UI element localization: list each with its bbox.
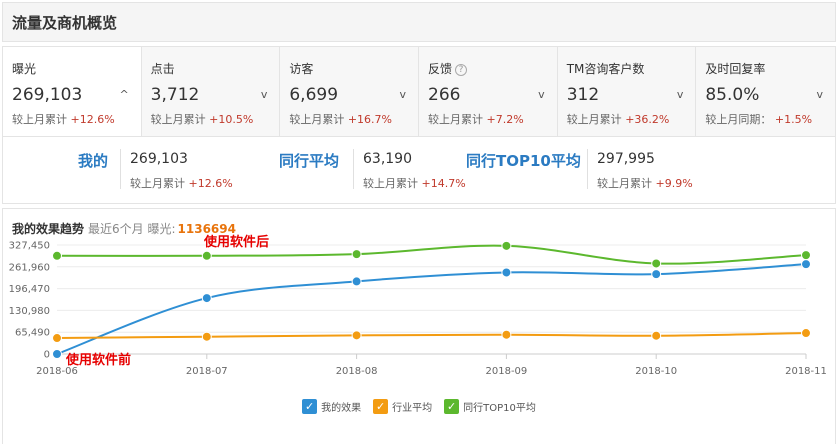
x-tick-label: 2018-09 [486,366,528,377]
compare-label-avg: 同行平均 [279,152,340,170]
metric-value: 85.0% [705,85,760,105]
chevron-down-icon[interactable]: v [399,88,407,101]
checkbox-checked-icon[interactable]: ✓ [373,399,389,414]
metric-change: 较上月同期： +1.5% [705,113,813,126]
series-line-top10-avg [56,244,807,265]
chevron-down-icon[interactable]: v [816,88,824,101]
y-tick-label: 261,960 [9,262,50,273]
divider [587,149,588,189]
x-tick-label: 2018-11 [785,366,827,377]
compare-change-mine: 较上月累计 +12.6% [130,177,233,190]
data-point [651,258,662,269]
legend-item-industry-avg[interactable]: ✓ 行业平均 [373,399,432,414]
x-tick-label: 2018-10 [635,366,677,377]
data-point [801,328,811,339]
metric-change: 较上月累计 +12.6% [12,113,115,126]
y-tick-label: 327,450 [9,241,50,252]
data-point [651,269,662,280]
annotation-before: 使用软件前 [65,352,131,368]
series-line-mine [56,263,807,355]
data-point [201,250,212,261]
metric-name: TM咨询客户数 [566,62,645,76]
legend-label: 行业平均 [392,403,433,414]
chart-legend: ✓ 我的效果 ✓ 行业平均 ✓ 同行TOP10平均 [0,399,838,414]
metrics-row: 曝光 269,103 ^ 较上月累计 +12.6% 点击 3,712 v 较上月… [2,46,836,137]
metric-change: 较上月累计 +10.5% [150,113,254,126]
x-tick-label: 2018-06 [36,366,78,377]
divider [120,149,121,189]
compare-change-top10: 较上月累计 +9.9% [597,177,693,190]
metric-tab-reply-rate[interactable]: 及时回复率 85.0% v 较上月同期： +1.5% [696,47,836,137]
data-point [501,240,512,251]
y-tick-label: 130,980 [9,306,50,317]
metric-value: 312 [566,85,600,105]
annotation-after: 使用软件后 [203,234,269,250]
data-point [52,349,62,359]
data-point [52,333,62,344]
data-point [801,259,811,270]
data-point [201,293,212,304]
y-tick-label: 196,470 [9,284,50,295]
comparison-panel: 我的 269,103 较上月累计 +12.6% 同行平均 63,190 较上月累… [2,136,836,204]
compare-value-mine: 269,103 [130,151,188,167]
data-point [651,330,662,341]
data-point [351,249,362,260]
metric-value: 269,103 [12,85,83,105]
chevron-down-icon[interactable]: v [676,88,684,101]
metric-name: 及时回复率 [705,62,766,76]
metric-tab-clicks[interactable]: 点击 3,712 v 较上月累计 +10.5% [141,47,281,137]
metric-name: 点击 [150,62,175,76]
data-point [501,267,512,278]
trend-chart-panel: 我的效果趋势 最近6个月 曝光: 1136694 [2,208,836,444]
metric-value: 3,712 [150,85,200,105]
series-line-industry-avg [56,332,807,340]
metric-name: 访客 [289,62,314,76]
checkbox-checked-icon[interactable]: ✓ [444,399,460,414]
compare-value-avg: 63,190 [363,151,412,167]
data-point [801,250,811,261]
x-tick-label: 2018-08 [336,366,378,377]
metric-value: 6,699 [289,85,339,105]
metric-tab-tm-inquiries[interactable]: TM咨询客户数 312 v 较上月累计 +36.2% [557,47,697,137]
metric-change: 较上月累计 +36.2% [566,113,670,126]
legend-item-top10-avg[interactable]: ✓ 同行TOP10平均 [444,399,536,414]
metric-tab-visitors[interactable]: 访客 6,699 v 较上月累计 +16.7% [280,47,420,137]
compare-value-top10: 297,995 [597,151,655,167]
data-point [52,250,62,261]
data-point [501,329,512,340]
metric-tab-exposure[interactable]: 曝光 269,103 ^ 较上月累计 +12.6% [3,47,142,137]
metric-change: 较上月累计 +16.7% [289,113,393,126]
y-tick-label: 65,490 [15,328,50,339]
chevron-down-icon[interactable]: v [538,88,545,101]
chart-title: 我的效果趋势 最近6个月 曝光: 1136694 [12,222,236,236]
data-point [351,276,362,287]
x-tick-label: 2018-07 [186,366,228,377]
legend-item-mine[interactable]: ✓ 我的效果 [302,399,361,414]
data-point [351,330,362,341]
divider [353,149,354,189]
compare-label-mine: 我的 [78,152,109,170]
compare-change-avg: 较上月累计 +14.7% [363,177,466,190]
metric-name: 反馈? [428,60,468,77]
chevron-down-icon[interactable]: v [260,88,268,101]
chevron-up-icon[interactable]: ^ [119,88,129,101]
metric-change: 较上月累计 +7.2% [428,113,524,126]
legend-label: 同行TOP10平均 [463,403,536,414]
metric-value: 266 [428,85,461,105]
compare-label-top10: 同行TOP10平均 [466,152,581,170]
metric-name: 曝光 [12,62,37,76]
legend-label: 我的效果 [321,403,362,414]
y-tick-label: 0 [44,350,50,361]
section-header: 流量及商机概览 [2,2,836,42]
help-icon[interactable]: ? [455,64,468,76]
checkbox-checked-icon[interactable]: ✓ [302,399,318,414]
metric-tab-feedback[interactable]: 反馈? 266 v 较上月累计 +7.2% [419,47,558,137]
section-title: 流量及商机概览 [12,14,118,32]
data-point [201,331,212,342]
